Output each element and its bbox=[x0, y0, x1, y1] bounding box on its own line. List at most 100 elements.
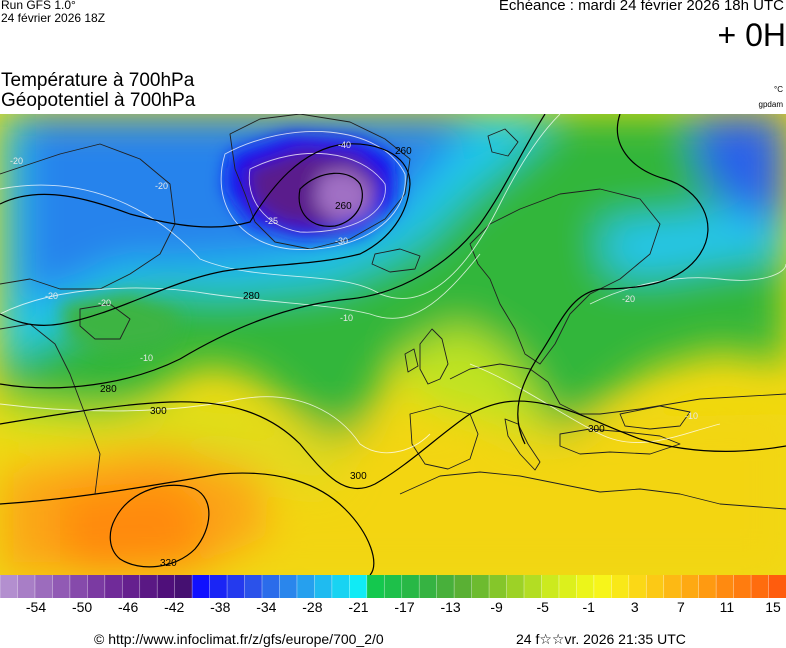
unit-geopotential: gpdam bbox=[758, 100, 783, 109]
weather-map: 260 260 280 280 300 300 300 320 -40 -30 … bbox=[0, 114, 786, 575]
colorbar-swatch bbox=[524, 575, 542, 598]
geopotential-contours bbox=[0, 114, 786, 575]
colorbar-label: -54 bbox=[25, 599, 47, 615]
isotherm-label: -25 bbox=[265, 216, 278, 226]
colorbar-swatch bbox=[349, 575, 368, 598]
coastline-british-isles bbox=[404, 328, 449, 385]
contour-label: 300 bbox=[350, 471, 367, 482]
colorbar-swatch bbox=[122, 575, 141, 598]
coastline-greece-turkey bbox=[559, 428, 681, 455]
colorbar-swatch bbox=[366, 575, 385, 598]
colorbar-swatch bbox=[436, 575, 455, 598]
colorbar-swatch bbox=[716, 575, 735, 598]
contour-260-inner bbox=[298, 172, 363, 227]
colorbar-swatch bbox=[454, 575, 473, 598]
colorbar-swatch bbox=[139, 575, 158, 598]
colorbar-label: -17 bbox=[394, 599, 415, 615]
colorbar-swatch bbox=[558, 575, 577, 598]
colorbar-swatch bbox=[244, 575, 263, 598]
colorbar-swatch bbox=[69, 575, 88, 598]
colorbar-label: -42 bbox=[164, 599, 185, 615]
isotherm-label: -20 bbox=[622, 294, 635, 304]
colorbar-swatch bbox=[34, 575, 53, 598]
colorbar-label: -13 bbox=[440, 599, 461, 615]
colorbar-label: -1 bbox=[582, 599, 595, 615]
colorbar-swatch bbox=[768, 575, 786, 598]
parameter-temperature-title: Température à 700hPa bbox=[1, 70, 195, 91]
colorbar-swatch bbox=[157, 575, 176, 598]
colorbar-swatch bbox=[471, 575, 490, 598]
parameter-geopotential-title: Géopotentiel à 700hPa bbox=[1, 90, 196, 111]
colorbar-label: -50 bbox=[71, 599, 93, 615]
colorbar-swatch bbox=[296, 575, 315, 598]
isotherm-label: -20 bbox=[98, 298, 111, 308]
colorbar-label: -38 bbox=[210, 599, 231, 615]
colorbar-label: 7 bbox=[676, 599, 685, 615]
coastline-newfoundland bbox=[79, 303, 131, 340]
coastline-iceland bbox=[371, 248, 421, 273]
colorbar-swatch bbox=[541, 575, 560, 598]
colorbar-label: -21 bbox=[348, 599, 369, 615]
isotherm-label: -10 bbox=[340, 313, 353, 323]
temperature-colorbar bbox=[0, 575, 786, 598]
colorbar-swatch bbox=[17, 575, 36, 598]
temperature-field bbox=[0, 114, 786, 575]
isotherm-label: -20 bbox=[155, 181, 168, 191]
contour-label: 280 bbox=[100, 384, 117, 395]
colorbar-swatch bbox=[174, 575, 193, 598]
colorbar-swatch bbox=[331, 575, 350, 598]
colorbar-swatch bbox=[262, 575, 280, 598]
isotherm-label: -20 bbox=[45, 291, 58, 301]
colorbar-swatch bbox=[87, 575, 106, 598]
colorbar-swatch bbox=[733, 575, 752, 598]
contour-320 bbox=[109, 484, 210, 568]
colorbar-swatch bbox=[0, 575, 18, 598]
colorbar-swatch bbox=[227, 575, 246, 598]
colorbar-swatch bbox=[384, 575, 403, 598]
coastline-iberia bbox=[409, 405, 479, 470]
contour-300 bbox=[0, 400, 786, 490]
colorbar-swatch bbox=[401, 575, 420, 598]
colorbar-labels: -54 -50 -46 -42 -38 -34 -28 -21 -17 -13 -9 -5 -1 3 7 11… bbox=[0, 599, 786, 619]
colorbar-label: -34 bbox=[256, 599, 277, 615]
valid-time: Echéance : mardi 24 février 2026 18h UTC bbox=[498, 0, 784, 14]
contour-label: 320 bbox=[160, 558, 177, 569]
coastline-svalbard bbox=[487, 128, 519, 157]
colorbar-label: 11 bbox=[719, 599, 735, 615]
contour-300-south bbox=[0, 472, 375, 575]
unit-temperature: °C bbox=[774, 85, 783, 94]
generation-time: 24 f☆☆vr. 2026 21:35 UTC bbox=[516, 631, 686, 647]
colorbar-swatch bbox=[314, 575, 333, 598]
colorbar-swatch bbox=[489, 575, 508, 598]
colorbar-swatch bbox=[209, 575, 228, 598]
colorbar-swatch bbox=[611, 575, 630, 598]
colorbar-swatch bbox=[104, 575, 123, 598]
colorbar-swatch bbox=[646, 575, 665, 598]
contour-label: 300 bbox=[150, 406, 167, 417]
colorbar-label: 3 bbox=[630, 599, 639, 615]
colorbar-label: -46 bbox=[118, 599, 139, 615]
coastline-black-sea bbox=[619, 405, 691, 430]
colorbar-swatch bbox=[681, 575, 700, 598]
source-credit: © http://www.infoclimat.fr/z/gfs/europe/… bbox=[94, 631, 384, 647]
colorbar-swatch bbox=[192, 575, 211, 598]
colorbar-swatch bbox=[751, 575, 770, 598]
contour-label: 260 bbox=[335, 201, 352, 212]
lead-time: + 0H bbox=[717, 17, 786, 53]
contour-260 bbox=[0, 143, 411, 326]
isotherms bbox=[0, 114, 786, 454]
isotherm-labels: -40 -30 -25 -20 -20 -20 -20 -20 -10 -10 … bbox=[10, 140, 698, 421]
coastline-scandinavia bbox=[469, 188, 661, 365]
run-title: Run GFS 1.0° bbox=[1, 0, 76, 12]
colorbar-swatch bbox=[506, 575, 525, 598]
run-date: 24 février 2026 18Z bbox=[1, 11, 106, 25]
contour-label: 300 bbox=[588, 424, 605, 435]
colorbar-label: -5 bbox=[536, 599, 549, 615]
colorbar-swatch bbox=[593, 575, 612, 598]
coastline-north-africa bbox=[399, 471, 786, 510]
colorbar-swatch bbox=[576, 575, 595, 598]
contour-280 bbox=[0, 114, 546, 389]
colorbar-label: -28 bbox=[302, 599, 323, 615]
isotherm-label: -20 bbox=[10, 156, 23, 166]
colorbar-swatch bbox=[698, 575, 717, 598]
